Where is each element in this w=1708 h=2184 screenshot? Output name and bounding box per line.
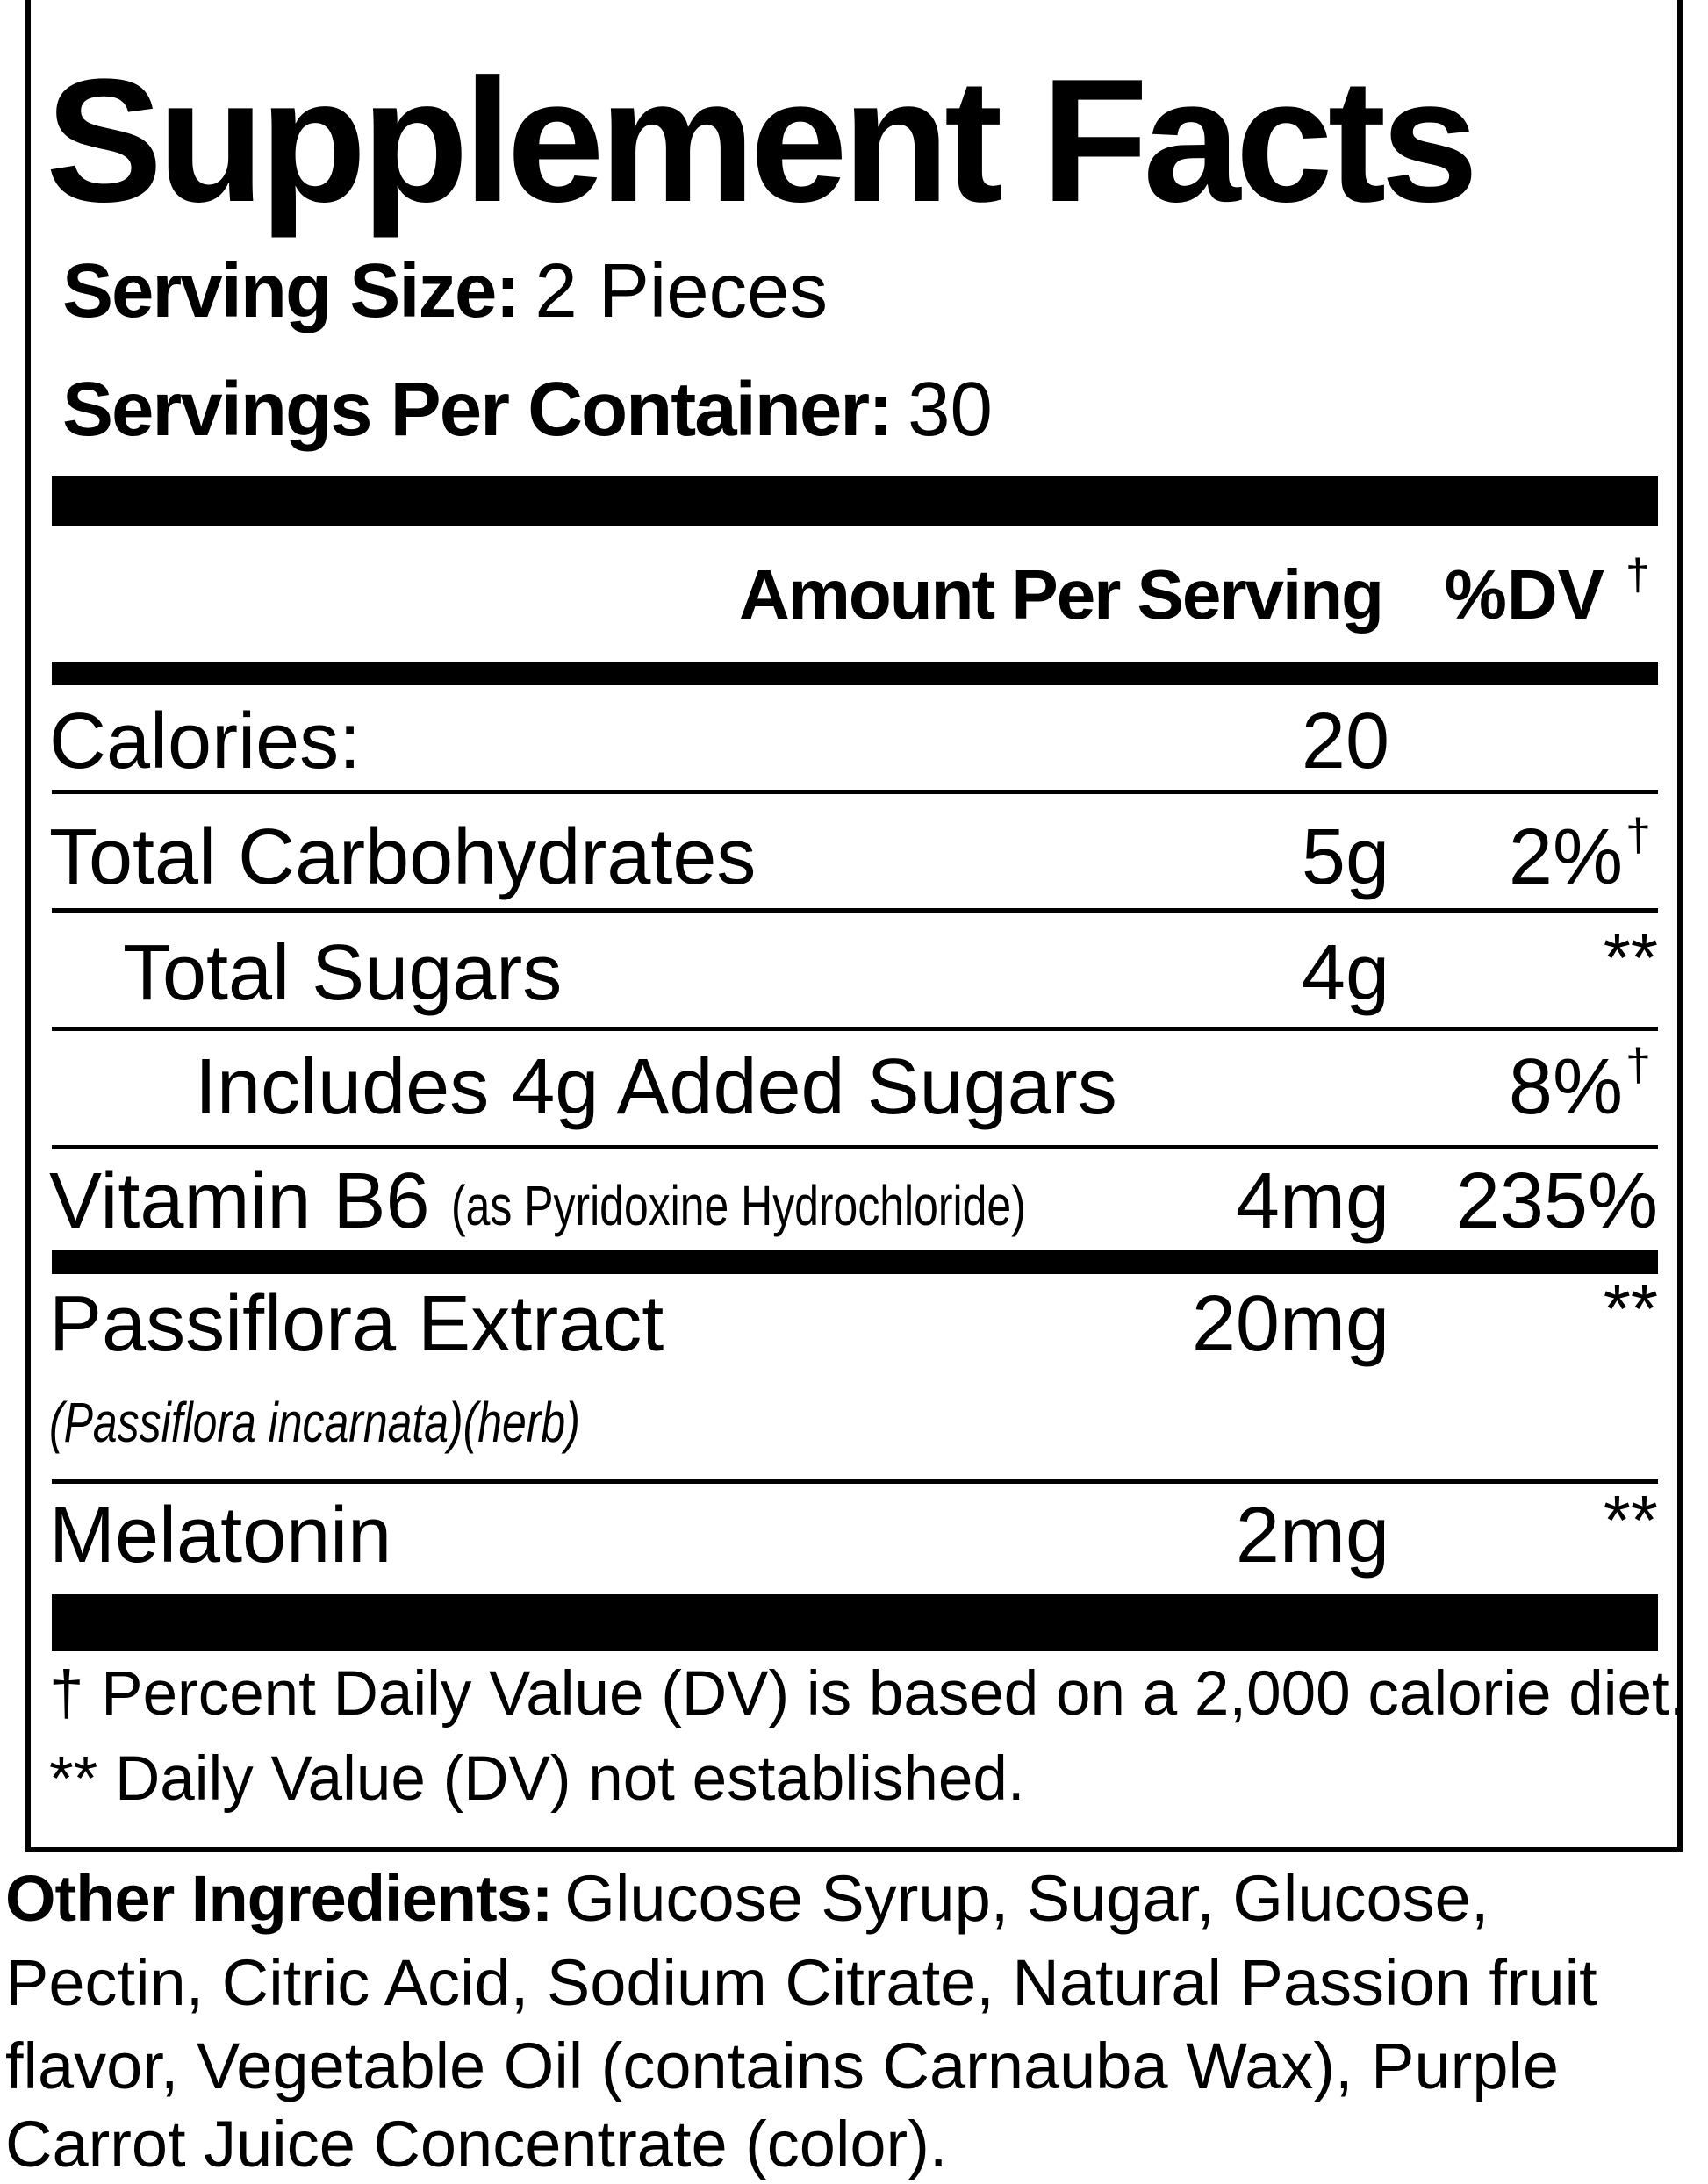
thick-divider (52, 1250, 1658, 1274)
nutrient-dv: 2% (1508, 813, 1623, 901)
nutrient-name: Total Sugars (123, 928, 563, 1017)
nutrient-name: Calories: (49, 697, 362, 785)
thick-divider (52, 1594, 1658, 1651)
nutrient-amount: 4mg (1235, 1156, 1389, 1245)
servings-value: 30 (908, 367, 993, 453)
row-divider (52, 790, 1658, 794)
nutrient-name: Melatonin (49, 1491, 392, 1579)
footnote: † Percent Daily Value (DV) is based on a… (49, 1658, 1687, 1729)
nutrient-dv: 235% (1455, 1156, 1658, 1245)
nutrient-dv: ** (1603, 919, 1658, 998)
nutrient-amount: 20mg (1191, 1279, 1389, 1368)
column-dv: %DV (1444, 555, 1604, 634)
nutrient-dv: ** (1603, 1270, 1658, 1349)
nutrient-dv: ** (1603, 1481, 1658, 1560)
row-divider (52, 1145, 1658, 1149)
ingredients-line: Carrot Juice Concentrate (color). (5, 2108, 948, 2181)
ingredients-line: Pectin, Citric Acid, Sodium Citrate, Nat… (5, 1946, 1597, 2020)
dv-mark: † (1625, 1040, 1651, 1091)
ingredients-label: Other Ingredients: (5, 1862, 553, 1936)
serving-size-label: Serving Size: (62, 248, 520, 334)
row-divider (52, 908, 1658, 913)
title: Supplement Facts (46, 42, 1479, 239)
servings-label: Servings Per Container: (62, 367, 893, 453)
nutrient-amount: 5g (1301, 813, 1389, 901)
row-divider (52, 1027, 1658, 1031)
row-divider (52, 1479, 1658, 1484)
nutrient-amount: 20 (1301, 697, 1389, 785)
divider (52, 662, 1658, 685)
label-box (25, 0, 1683, 1852)
nutrient-detail: (as Pyridoxine Hydrochloride) (450, 1173, 1026, 1237)
nutrient-name: Vitamin B6 (49, 1156, 430, 1245)
serving-size-value: 2 Pieces (535, 248, 829, 334)
nutrient-name: Total Carbohydrates (49, 813, 757, 901)
nutrient-detail: (Passiflora incarnata)(herb) (49, 1390, 580, 1454)
nutrient-name: Passiflora Extract (49, 1279, 664, 1368)
ingredients-line: flavor, Vegetable Oil (contains Carnauba… (5, 2030, 1560, 2103)
dv-mark: † (1625, 549, 1650, 599)
footnote: ** Daily Value (DV) not established. (49, 1744, 1025, 1814)
ingredients-line: Glucose Syrup, Sugar, Glucose, (564, 1862, 1489, 1936)
nutrient-amount: 2mg (1235, 1491, 1389, 1579)
nutrient-amount: 4g (1301, 928, 1389, 1017)
dv-mark: † (1625, 810, 1651, 861)
column-amount: Amount Per Serving (738, 555, 1384, 634)
thick-divider (52, 476, 1658, 526)
nutrient-dv: 8% (1508, 1042, 1623, 1131)
nutrient-name: Includes 4g Added Sugars (195, 1042, 1117, 1131)
